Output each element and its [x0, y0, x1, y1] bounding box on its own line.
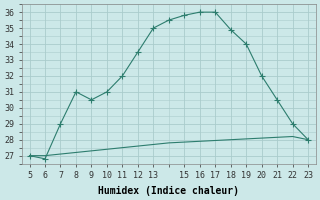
X-axis label: Humidex (Indice chaleur): Humidex (Indice chaleur) — [98, 186, 239, 196]
